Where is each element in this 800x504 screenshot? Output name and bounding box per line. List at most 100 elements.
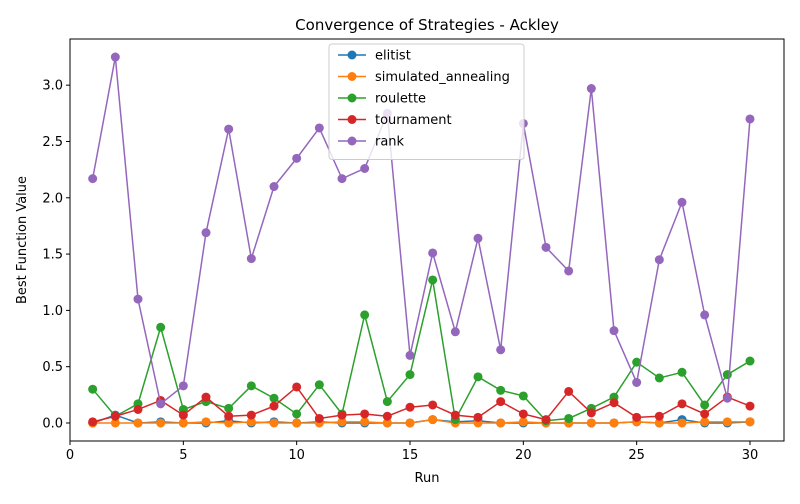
data-point-rank [745,114,755,124]
data-point-tournament [632,412,642,422]
data-point-rank [564,266,574,276]
data-point-roulette [700,400,710,410]
data-point-roulette [473,372,483,382]
data-point-roulette [496,385,506,395]
data-point-roulette [564,413,574,423]
data-point-roulette [745,356,755,366]
data-point-simulated-annealing [654,418,664,428]
legend-swatch-marker [347,115,357,124]
data-point-roulette [246,381,256,391]
x-axis-label: Run [415,471,440,486]
data-point-roulette [156,322,166,332]
x-tick-label: 0 [66,448,74,463]
data-point-tournament [609,398,619,408]
data-point-tournament [541,415,551,425]
y-tick-label: 2.5 [42,135,63,150]
data-point-roulette [428,275,438,285]
data-point-simulated-annealing [292,418,302,428]
data-point-rank [88,174,98,184]
data-point-roulette [722,370,732,380]
series-line-simulated-annealing [92,418,750,424]
legend-item-rank: rank [338,135,405,150]
y-tick-label: 1.5 [42,248,63,263]
y-axis: 0.0 0.5 1.0 1.5 2.0 2.5 3.0 [42,79,70,431]
legend-item-roulette: roulette [338,92,426,107]
y-tick-label: 3.0 [42,79,63,94]
series-rank [88,52,755,409]
series-line-rank [91,56,751,406]
x-tick-label: 30 [742,448,759,463]
data-point-rank [541,242,551,252]
data-point-simulated-annealing [677,418,687,428]
data-point-simulated-annealing [246,417,256,427]
plot-area-frame [69,38,785,442]
data-point-tournament [337,410,347,420]
data-point-tournament [450,410,460,420]
data-point-simulated-annealing [496,418,506,428]
data-point-simulated-annealing [133,418,143,428]
data-point-rank [677,197,687,207]
data-point-roulette [654,373,664,383]
legend-item-tournament: tournament [338,113,452,128]
data-point-roulette [405,370,415,380]
data-point-simulated-annealing [745,417,755,427]
data-point-rank [292,153,302,163]
data-point-rank [224,124,234,134]
data-point-rank [201,228,211,238]
data-point-rank [269,182,279,192]
data-point-simulated-annealing [224,418,234,428]
data-point-tournament [382,411,392,421]
data-point-tournament [292,382,302,392]
y-tick-label: 0.0 [42,416,63,431]
data-point-simulated-annealing [518,417,528,427]
data-point-simulated-annealing [405,418,415,428]
data-point-simulated-annealing [156,418,166,428]
data-point-rank [337,174,347,184]
legend-swatch-marker [347,93,357,103]
data-point-rank [360,163,370,173]
data-point-tournament [360,409,370,419]
data-point-rank [156,399,166,409]
data-point-rank [473,233,483,243]
data-point-roulette [292,409,302,419]
data-point-rank [700,310,710,320]
legend-label: roulette [375,92,426,107]
data-point-simulated-annealing [428,415,438,425]
chart-title: Convergence of Strategies - Ackley [295,16,559,34]
legend-item-simulated-annealing: simulated_annealing [338,70,510,85]
x-tick-label: 15 [402,448,419,463]
data-point-tournament [700,409,710,419]
data-point-rank [405,350,415,360]
series-line-tournament [92,385,751,423]
legend-swatch-marker [347,72,357,81]
data-point-rank [178,381,188,391]
legend-swatch-marker [347,50,357,60]
data-point-simulated-annealing [586,418,596,428]
data-point-rank [496,345,506,355]
legend-box [328,43,525,160]
data-point-rank [428,248,438,258]
x-tick-label: 25 [628,448,645,463]
legend-label: simulated_annealing [375,70,510,85]
data-point-roulette [88,384,98,394]
data-point-tournament [224,411,234,421]
data-point-tournament [677,399,687,409]
data-point-tournament [405,402,415,412]
legend-label: rank [375,135,405,150]
data-point-rank [450,327,460,337]
data-point-rank [654,255,664,265]
data-point-roulette [632,357,642,367]
x-tick-label: 10 [288,448,305,463]
data-point-simulated-annealing [178,418,188,428]
data-point-tournament [473,412,483,422]
y-axis-label: Best Function Value [15,176,30,304]
data-point-rank [609,326,619,336]
data-point-rank [133,294,143,304]
legend-label: tournament [375,113,452,128]
plot-series [88,52,755,428]
data-point-rank [314,123,324,133]
data-point-tournament [745,401,755,411]
y-tick-label: 2.0 [42,191,63,206]
data-point-simulated-annealing [337,417,347,427]
